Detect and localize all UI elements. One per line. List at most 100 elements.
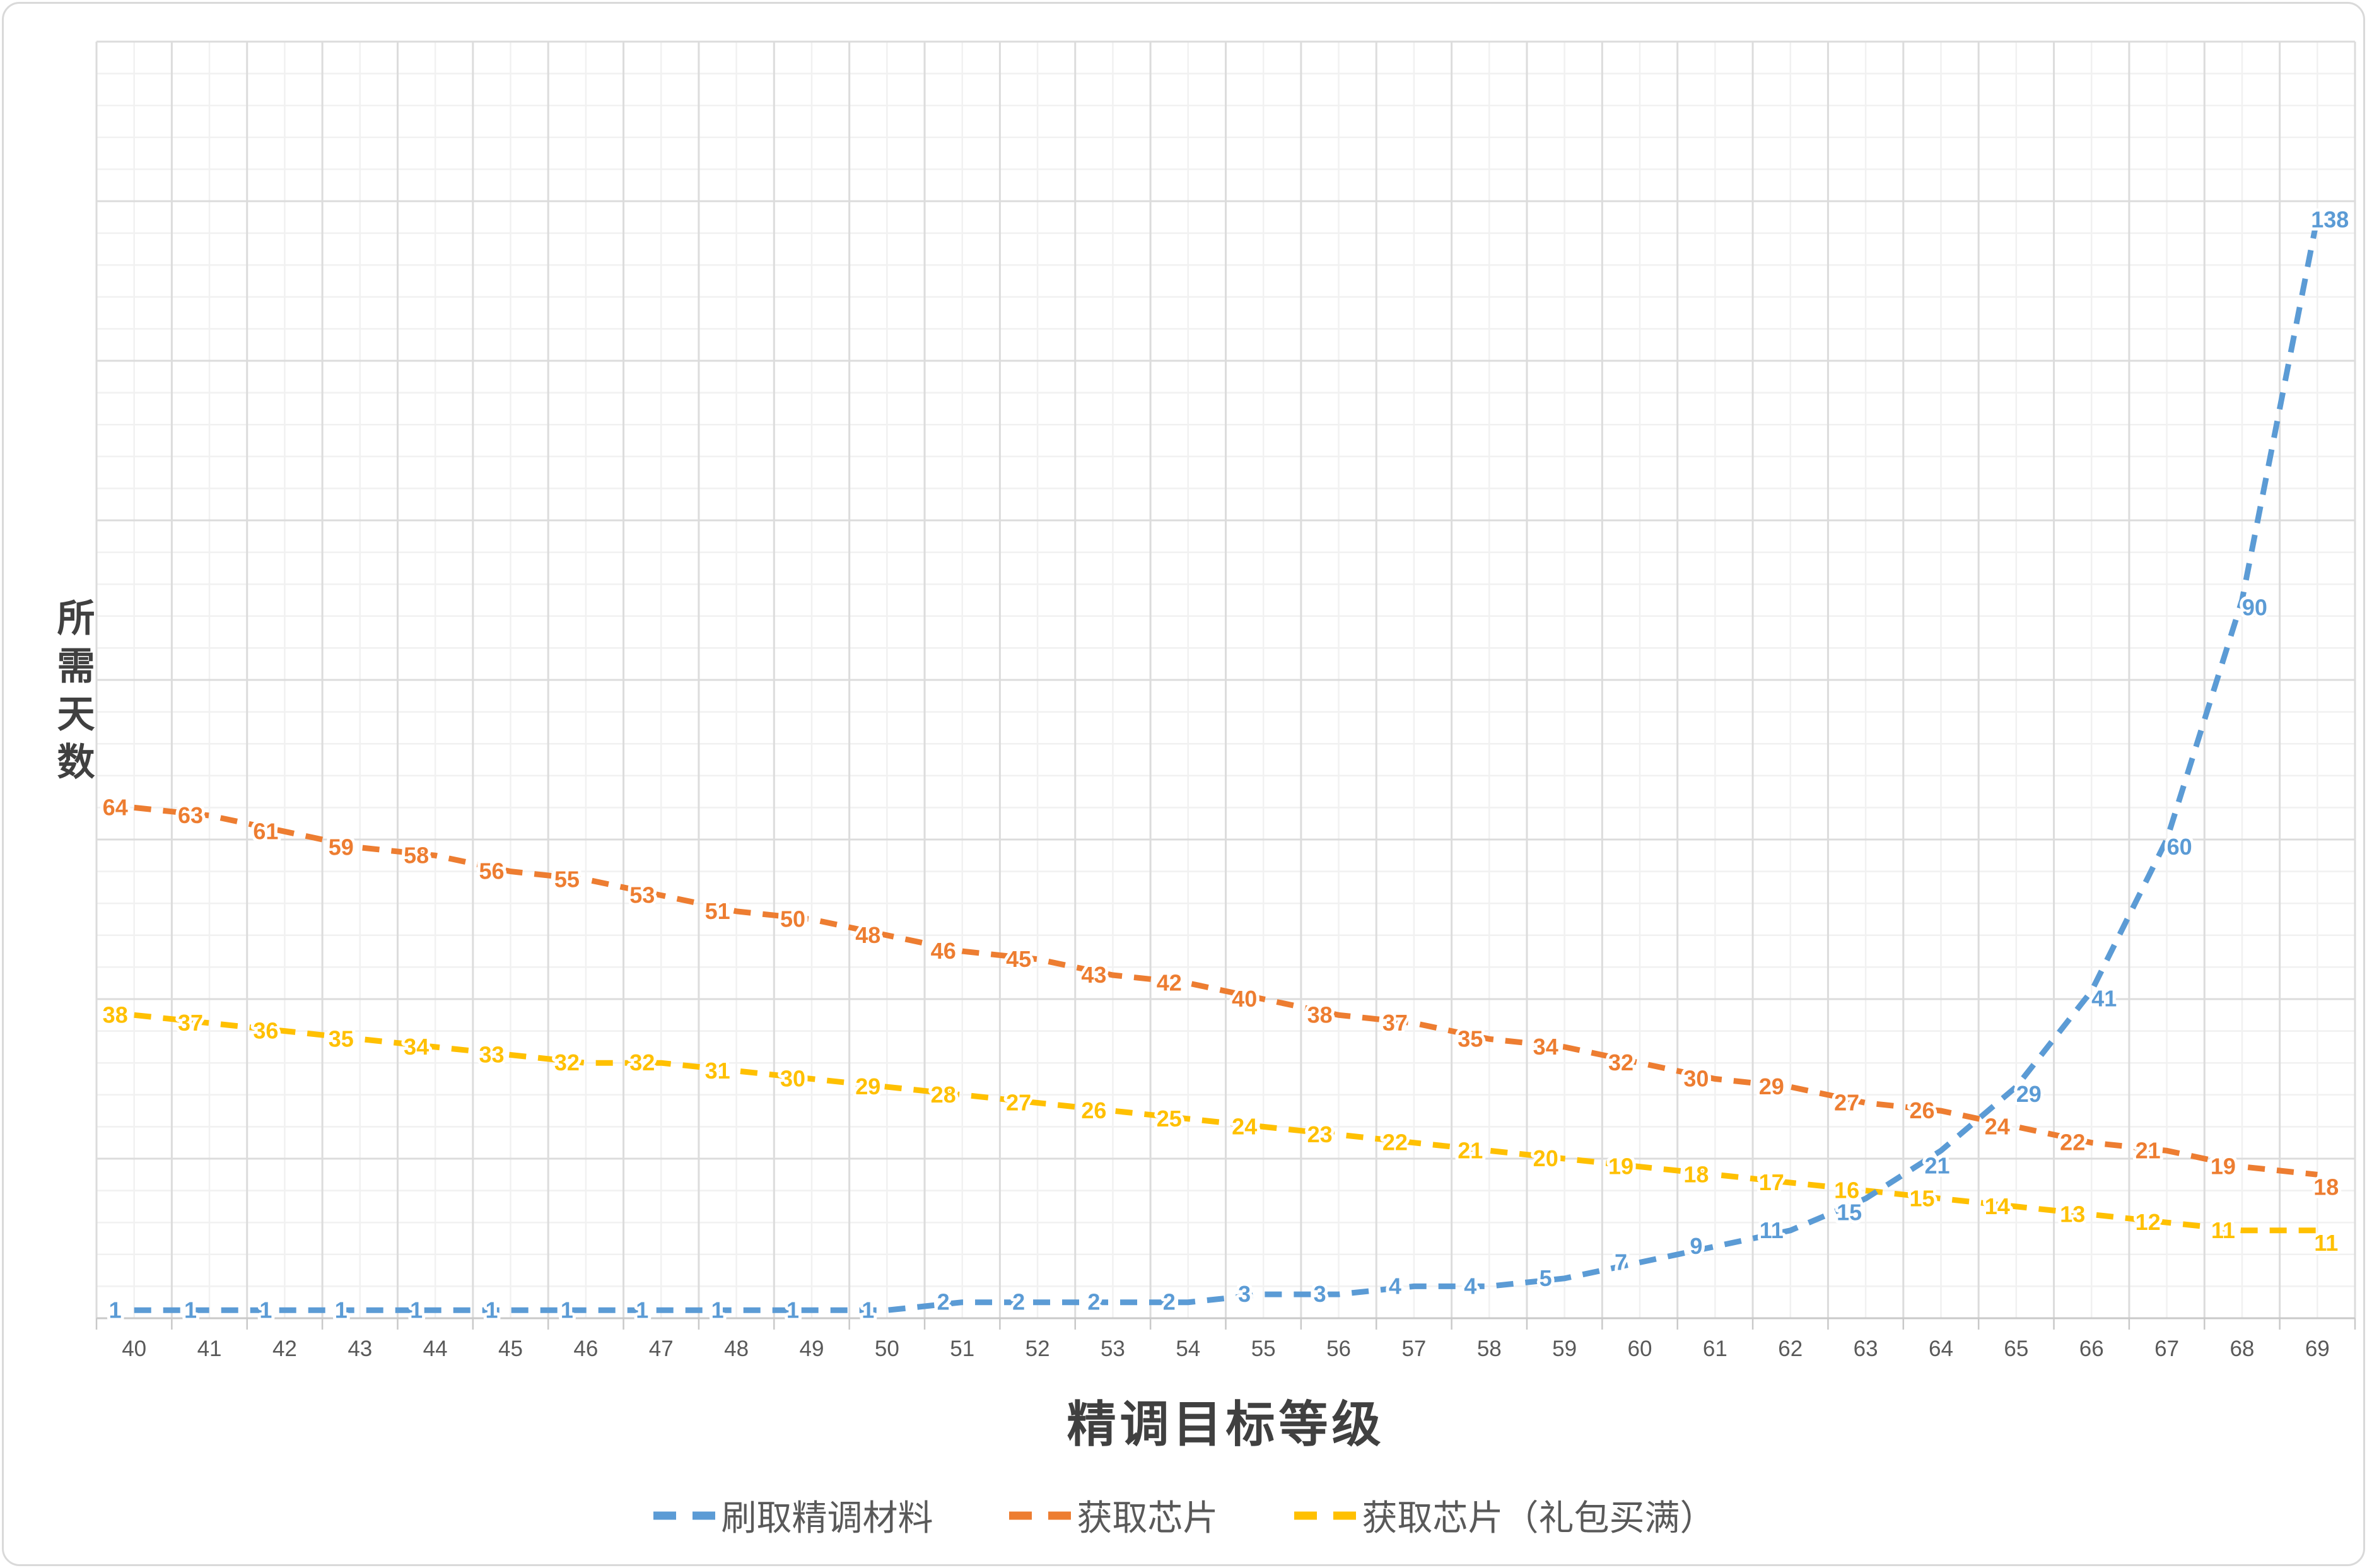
x-tick-label: 40: [122, 1337, 146, 1361]
series-line-1[interactable]: [134, 804, 2318, 1178]
data-label: 61: [253, 818, 278, 844]
data-label: 29: [2016, 1081, 2042, 1107]
data-label: 38: [103, 1002, 128, 1027]
x-tick-label: 47: [649, 1337, 674, 1361]
x-tick-label: 57: [1401, 1337, 1426, 1361]
data-label: 9: [1690, 1233, 1702, 1259]
x-tick-label: 61: [1703, 1337, 1727, 1361]
data-label: 29: [855, 1074, 880, 1099]
data-label: 13: [2060, 1202, 2085, 1227]
x-tick-label: 64: [1929, 1337, 1953, 1361]
data-label: 2: [1163, 1289, 1176, 1315]
data-label: 58: [404, 842, 429, 868]
data-label: 2: [1087, 1289, 1100, 1315]
data-label: 37: [178, 1010, 203, 1036]
x-tick-label: 49: [800, 1337, 824, 1361]
data-label: 3: [1314, 1281, 1326, 1307]
data-label: 64: [103, 794, 128, 820]
data-label: 4: [1464, 1273, 1476, 1299]
data-label: 40: [1232, 986, 1257, 1012]
x-tick-label: 60: [1628, 1337, 1652, 1361]
x-tick-label: 50: [875, 1337, 899, 1361]
x-axis-title: 精调目标等级: [1067, 1396, 1385, 1452]
data-label: 7: [1615, 1249, 1627, 1275]
data-label: 26: [1081, 1097, 1106, 1123]
legend-item-2[interactable]: 获取芯片（礼包买满）: [1293, 1490, 1715, 1541]
x-tick-label: 56: [1326, 1337, 1351, 1361]
x-tick-label: 42: [272, 1337, 297, 1361]
data-label: 43: [1081, 962, 1106, 988]
data-label: 1: [410, 1297, 423, 1323]
data-label: 1: [335, 1297, 348, 1323]
data-label: 90: [2242, 595, 2267, 621]
data-label: 4: [1389, 1273, 1401, 1299]
data-label: 59: [329, 834, 354, 860]
data-label: 27: [1834, 1090, 1859, 1116]
data-label: 1: [786, 1297, 799, 1323]
legend-dash-swatch: [653, 1511, 716, 1519]
x-tick-label: 43: [348, 1337, 372, 1361]
data-label: 21: [1924, 1152, 1949, 1178]
x-tick-label: 48: [724, 1337, 749, 1361]
data-label: 22: [2060, 1130, 2085, 1156]
legend: 刷取精调材料 获取芯片 获取芯片（礼包买满）: [0, 1490, 2367, 1541]
data-label: 1: [259, 1297, 272, 1323]
data-label: 28: [931, 1082, 956, 1108]
x-tick-label: 46: [573, 1337, 598, 1361]
data-label: 18: [1683, 1161, 1709, 1187]
data-label: 21: [1458, 1137, 1483, 1163]
x-tick-label: 51: [950, 1337, 974, 1361]
data-label: 29: [1759, 1074, 1784, 1099]
legend-label: 获取芯片（礼包买满）: [1362, 1498, 1715, 1538]
data-label: 34: [1533, 1034, 1558, 1060]
data-label: 35: [329, 1026, 354, 1051]
x-tick-label: 58: [1477, 1337, 1502, 1361]
legend-label: 获取芯片: [1077, 1498, 1219, 1538]
x-tick-label: 63: [1854, 1337, 1878, 1361]
data-label: 2: [937, 1289, 950, 1315]
data-label: 16: [1834, 1178, 1859, 1203]
data-label: 20: [1533, 1145, 1558, 1171]
data-label: 19: [1608, 1154, 1634, 1179]
x-tick-label: 55: [1251, 1337, 1276, 1361]
data-label: 21: [2136, 1137, 2161, 1163]
data-label: 19: [2211, 1154, 2236, 1179]
data-label: 12: [2136, 1209, 2161, 1235]
data-label: 32: [554, 1050, 580, 1075]
legend-item-0[interactable]: 刷取精调材料: [652, 1490, 933, 1541]
x-tick-label: 53: [1101, 1337, 1125, 1361]
data-label: 33: [479, 1042, 504, 1068]
data-label: 34: [404, 1034, 429, 1060]
data-label: 3: [1238, 1281, 1251, 1307]
x-tick-label: 68: [2230, 1337, 2254, 1361]
legend-item-1[interactable]: 获取芯片: [1008, 1490, 1219, 1541]
data-label: 15: [1909, 1185, 1934, 1211]
x-tick-label: 62: [1778, 1337, 1803, 1361]
data-label: 32: [629, 1050, 655, 1075]
data-label: 5: [1540, 1265, 1552, 1291]
data-label: 23: [1307, 1121, 1333, 1147]
data-label: 11: [2211, 1217, 2235, 1243]
series-line-0[interactable]: [134, 216, 2320, 1313]
data-label: 1: [561, 1297, 573, 1323]
data-label: 1: [636, 1297, 648, 1323]
x-tick-label: 54: [1176, 1337, 1200, 1361]
data-label: 25: [1157, 1106, 1182, 1132]
x-tick-label: 66: [2079, 1337, 2104, 1361]
data-label: 1: [862, 1297, 874, 1323]
data-label: 30: [1683, 1066, 1709, 1092]
data-label: 32: [1608, 1050, 1634, 1075]
x-tick-label: 52: [1026, 1337, 1050, 1361]
legend-dash-swatch: [1008, 1511, 1072, 1519]
data-label: 41: [2091, 985, 2117, 1011]
data-label: 1: [711, 1297, 724, 1323]
data-label: 14: [1985, 1193, 2010, 1219]
data-label: 51: [705, 898, 730, 924]
data-label: 17: [1759, 1169, 1784, 1195]
x-tick-label: 44: [423, 1337, 448, 1361]
y-axis-title: 所需天数: [52, 598, 94, 790]
data-label: 18: [2313, 1174, 2339, 1200]
data-label: 1: [485, 1297, 498, 1323]
data-label: 36: [253, 1018, 278, 1044]
series-line-2[interactable]: [134, 1012, 2318, 1234]
